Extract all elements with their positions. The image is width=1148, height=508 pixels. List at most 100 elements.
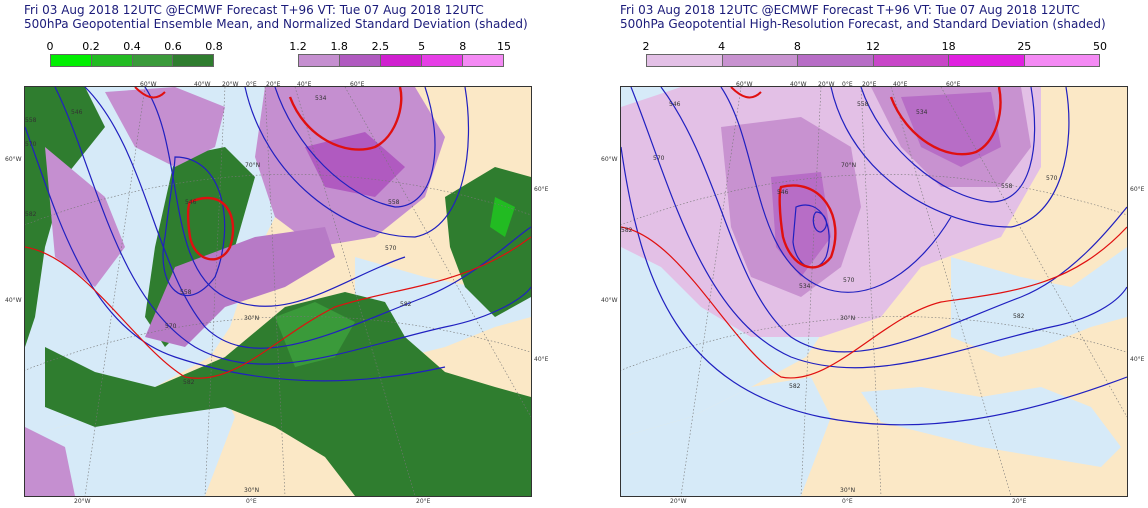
stddev-tick: 2 [642, 40, 650, 53]
green-colorbar: 0 0.2 0.4 0.6 0.8 [46, 40, 223, 68]
hires-forecast-panel: Fri 03 Aug 2018 12UTC @ECMWF Forecast T+… [596, 0, 1148, 508]
stddev-swatch [873, 55, 949, 66]
stddev-swatch [949, 55, 1025, 66]
green-swatch [51, 55, 92, 66]
contour-label: 582 [25, 211, 37, 218]
green-shading [275, 302, 355, 367]
stddev-tick: 12 [866, 40, 880, 53]
green-tick: 0 [46, 40, 54, 53]
contour-label: 570 [165, 323, 177, 330]
purple-swatch [299, 55, 340, 66]
stddev-shading [771, 172, 831, 277]
contour-label: 558 [1001, 183, 1013, 190]
grid-label: 30°N [840, 315, 856, 322]
stddev-shading [901, 92, 1001, 167]
purple-tick: 5 [418, 40, 426, 53]
stddev-tick: 4 [718, 40, 726, 53]
atlantic-south-sea [621, 377, 831, 496]
stddev-tick: 50 [1093, 40, 1107, 53]
purple-tick: 15 [497, 40, 511, 53]
hires-map: 546 534 558 570 558 570 582 546 534 570 … [620, 86, 1128, 497]
height-contours [621, 87, 1127, 426]
left-title-line2: 500hPa Geopotential Ensemble Mean, and N… [24, 17, 528, 31]
contour-label: 534 [315, 95, 327, 102]
green-tick: 0.4 [123, 40, 141, 53]
grid-label: 30°N [244, 315, 260, 322]
purple-shading [105, 87, 225, 167]
contour-label: 570 [385, 245, 397, 252]
grid-label: 40°E [534, 356, 549, 363]
green-shading [25, 87, 105, 347]
green-swatch [173, 55, 213, 66]
stddev-tick: 8 [793, 40, 801, 53]
stddev-swatch [722, 55, 798, 66]
left-title-line1: Fri 03 Aug 2018 12UTC @ECMWF Forecast T+… [24, 3, 484, 17]
contour-label: 582 [789, 383, 801, 390]
grid-label: 20°E [1012, 498, 1027, 505]
contour-label: 558 [25, 117, 37, 124]
green-tick: 0.8 [205, 40, 223, 53]
contour-label: 582 [183, 379, 195, 386]
stddev-colorbar: 2 4 8 12 18 25 50 [642, 40, 1107, 68]
contour-label: 546 [71, 109, 83, 116]
contour-label: 546 [669, 101, 681, 108]
contour-label: 534 [916, 109, 928, 116]
grid-label: 20°W [670, 498, 687, 505]
grid-label: 70°N [245, 162, 261, 169]
contour-label: 558 [180, 289, 192, 296]
contour-label: 570 [653, 155, 665, 162]
grid-label: 40°W [790, 81, 807, 88]
stddev-tick: 25 [1017, 40, 1032, 53]
purple-tick: 1.8 [330, 40, 348, 53]
grid-label: 60°W [5, 156, 22, 163]
grid-label: 20°E [416, 498, 431, 505]
purple-tick: 1.2 [289, 40, 307, 53]
contour-label: 582 [1013, 313, 1025, 320]
grid-label: 60°W [140, 81, 157, 88]
purple-tick: 8 [459, 40, 467, 53]
green-tick: 0.6 [164, 40, 182, 53]
contour-label: 570 [1046, 175, 1058, 182]
purple-tick: 2.5 [371, 40, 390, 53]
green-tick: 0.2 [82, 40, 100, 53]
baltic-sea [951, 247, 1127, 357]
contour-label: 546 [185, 199, 197, 206]
purple-swatch [340, 55, 381, 66]
grid-label: 60°W [601, 156, 618, 163]
purple-swatch [422, 55, 463, 66]
grid-label: 60°W [736, 81, 753, 88]
right-title-line2: 500hPa Geopotential High-Resolution Fore… [620, 17, 1106, 31]
red-contours [621, 87, 1127, 379]
grid-label: 40°E [297, 81, 312, 88]
contour-label: 558 [857, 101, 869, 108]
grid-label: 40°W [5, 297, 22, 304]
contour-label: 582 [621, 227, 633, 234]
grid-label: 20°E [266, 81, 281, 88]
stddev-swatch [798, 55, 874, 66]
grid-label: 60°E [350, 81, 365, 88]
grid-label: 60°E [1130, 186, 1145, 193]
grid-label: 20°E [862, 81, 877, 88]
contour-label: 558 [388, 199, 400, 206]
purple-swatch [463, 55, 503, 66]
purple-shading [45, 147, 125, 287]
contour-label: 570 [843, 277, 855, 284]
ensemble-mean-panel: Fri 03 Aug 2018 12UTC @ECMWF Forecast T+… [0, 0, 560, 508]
ensemble-map-svg [25, 87, 531, 496]
grid-label: 60°E [946, 81, 961, 88]
graticule [25, 87, 531, 496]
grid-label: 40°E [1130, 356, 1145, 363]
grid-label: 20°W [74, 498, 91, 505]
green-shading [45, 292, 531, 496]
purple-swatch [381, 55, 422, 66]
grid-label: 20°W [222, 81, 239, 88]
contour-label: 534 [799, 283, 811, 290]
graticule [621, 87, 1127, 496]
hires-map-svg [621, 87, 1127, 496]
green-swatch [91, 55, 133, 66]
purple-shading [25, 427, 75, 496]
height-contours [25, 87, 531, 382]
grid-label: 0°E [246, 498, 257, 505]
contour-label: 582 [400, 301, 412, 308]
grid-label: 0°E [842, 81, 853, 88]
